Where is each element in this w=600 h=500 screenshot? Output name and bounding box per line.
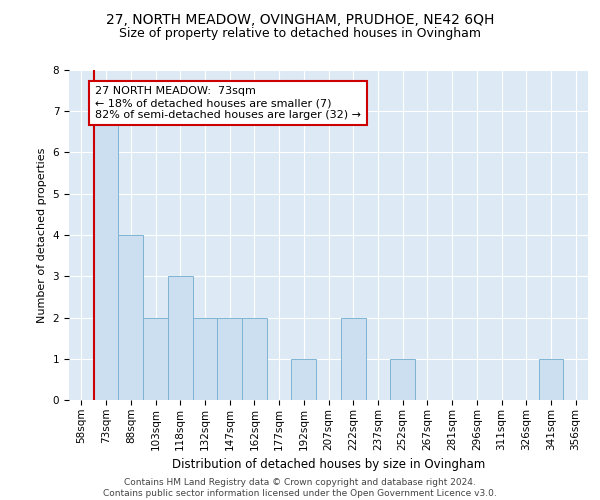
Bar — [217, 318, 242, 400]
Text: Contains HM Land Registry data © Crown copyright and database right 2024.
Contai: Contains HM Land Registry data © Crown c… — [103, 478, 497, 498]
Bar — [193, 318, 217, 400]
X-axis label: Distribution of detached houses by size in Ovingham: Distribution of detached houses by size … — [172, 458, 485, 471]
Bar — [390, 359, 415, 400]
Bar — [168, 276, 193, 400]
Y-axis label: Number of detached properties: Number of detached properties — [37, 148, 47, 322]
Text: Size of property relative to detached houses in Ovingham: Size of property relative to detached ho… — [119, 28, 481, 40]
Bar — [341, 318, 365, 400]
Bar — [118, 235, 143, 400]
Text: 27 NORTH MEADOW:  73sqm
← 18% of detached houses are smaller (7)
82% of semi-det: 27 NORTH MEADOW: 73sqm ← 18% of detached… — [95, 86, 361, 120]
Bar — [292, 359, 316, 400]
Text: 27, NORTH MEADOW, OVINGHAM, PRUDHOE, NE42 6QH: 27, NORTH MEADOW, OVINGHAM, PRUDHOE, NE4… — [106, 12, 494, 26]
Bar — [143, 318, 168, 400]
Bar — [242, 318, 267, 400]
Bar — [94, 111, 118, 400]
Bar — [539, 359, 563, 400]
